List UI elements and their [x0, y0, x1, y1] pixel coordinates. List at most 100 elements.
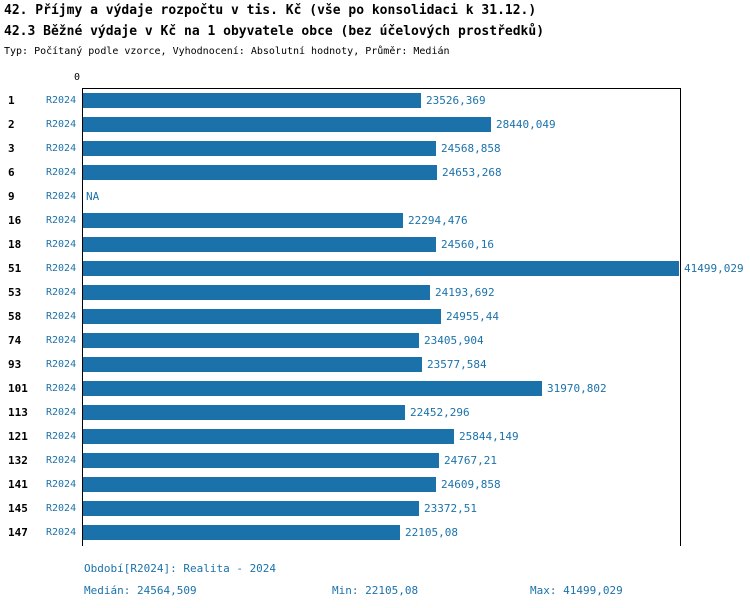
footer-period: Období[R2024]: Realita - 2024	[84, 562, 277, 575]
row-id-label: 3	[8, 142, 15, 155]
row-id-label: 1	[8, 94, 15, 107]
chart-row: 132 R2024 24767,21	[0, 449, 750, 473]
series-label: R2024	[46, 335, 77, 346]
series-label: R2024	[46, 95, 77, 106]
chart-row: 93 R2024 23577,584	[0, 353, 750, 377]
axis-zero-label: 0	[74, 72, 81, 83]
chart-row: 101 R2024 31970,802	[0, 377, 750, 401]
bar-value-label: 23405,904	[424, 334, 484, 347]
bar-value-label: 25844,149	[459, 430, 519, 443]
bar	[83, 525, 400, 540]
bar	[83, 141, 436, 156]
chart-row: 53 R2024 24193,692	[0, 281, 750, 305]
chart-row: 3 R2024 24568,858	[0, 137, 750, 161]
page-title-line1: 42. Příjmy a výdaje rozpočtu v tis. Kč (…	[4, 3, 537, 18]
axis-top-line	[82, 88, 681, 89]
bar-value-label: 23526,369	[426, 94, 486, 107]
row-id-label: 6	[8, 166, 15, 179]
chart-row: 141 R2024 24609,858	[0, 473, 750, 497]
bar-value-label: 23372,51	[424, 502, 477, 515]
bar	[83, 405, 405, 420]
row-id-label: 53	[8, 286, 22, 299]
bar	[83, 309, 441, 324]
series-label: R2024	[46, 359, 77, 370]
series-label: R2024	[46, 527, 77, 538]
row-id-label: 93	[8, 358, 22, 371]
bar-value-label: 23577,584	[427, 358, 487, 371]
footer-max: Max: 41499,029	[530, 584, 623, 597]
chart-row: 147 R2024 22105,08	[0, 521, 750, 545]
row-id-label: 16	[8, 214, 22, 227]
bar	[83, 165, 437, 180]
bar-value-label: 28440,049	[496, 118, 556, 131]
bar-value-label: 22105,08	[405, 526, 458, 539]
bar	[83, 333, 419, 348]
bar	[83, 213, 403, 228]
chart-row: 2 R2024 28440,049	[0, 113, 750, 137]
chart-row: 58 R2024 24955,44	[0, 305, 750, 329]
bar-value-label: NA	[86, 190, 100, 203]
bar-value-label: 24767,21	[444, 454, 497, 467]
bar-value-label: 24560,16	[441, 238, 494, 251]
series-label: R2024	[46, 167, 77, 178]
chart-row: 74 R2024 23405,904	[0, 329, 750, 353]
series-label: R2024	[46, 263, 77, 274]
chart-row: 18 R2024 24560,16	[0, 233, 750, 257]
row-id-label: 113	[8, 406, 28, 419]
series-label: R2024	[46, 191, 77, 202]
bar	[83, 501, 419, 516]
bar	[83, 429, 454, 444]
bar	[83, 93, 421, 108]
series-label: R2024	[46, 503, 77, 514]
page-title-line2: 42.3 Běžné výdaje v Kč na 1 obyvatele ob…	[4, 24, 545, 39]
series-label: R2024	[46, 479, 77, 490]
row-id-label: 141	[8, 478, 28, 491]
bar-value-label: 31970,802	[547, 382, 607, 395]
series-label: R2024	[46, 287, 77, 298]
bar	[83, 117, 491, 132]
chart-row: 51 R2024 41499,029	[0, 257, 750, 281]
row-id-label: 147	[8, 526, 28, 539]
bar	[83, 357, 422, 372]
footer-median: Medián: 24564,509	[84, 584, 197, 597]
chart-row: 6 R2024 24653,268	[0, 161, 750, 185]
chart-row: 145 R2024 23372,51	[0, 497, 750, 521]
series-label: R2024	[46, 383, 77, 394]
series-label: R2024	[46, 143, 77, 154]
bar-value-label: 24955,44	[446, 310, 499, 323]
series-label: R2024	[46, 431, 77, 442]
bar	[83, 477, 436, 492]
row-id-label: 121	[8, 430, 28, 443]
series-label: R2024	[46, 215, 77, 226]
chart-subtitle: Typ: Počítaný podle vzorce, Vyhodnocení:…	[4, 46, 450, 57]
row-id-label: 145	[8, 502, 28, 515]
row-id-label: 9	[8, 190, 15, 203]
series-label: R2024	[46, 239, 77, 250]
bar-value-label: 24609,858	[441, 478, 501, 491]
series-label: R2024	[46, 119, 77, 130]
chart-row: 113 R2024 22452,296	[0, 401, 750, 425]
bar-value-label: 24653,268	[442, 166, 502, 179]
chart-row: 16 R2024 22294,476	[0, 209, 750, 233]
row-id-label: 58	[8, 310, 22, 323]
axis-left-line	[82, 88, 83, 546]
bar-value-label: 22294,476	[408, 214, 468, 227]
bar-value-label: 24568,858	[441, 142, 501, 155]
row-id-label: 2	[8, 118, 15, 131]
series-label: R2024	[46, 407, 77, 418]
chart-rows: 1 R2024 23526,369 2 R2024 28440,049 3 R2024 2456…	[0, 89, 750, 545]
row-id-label: 101	[8, 382, 28, 395]
bar	[83, 285, 430, 300]
bar	[83, 237, 436, 252]
bar	[83, 453, 439, 468]
bar-value-label: 22452,296	[410, 406, 470, 419]
bar	[83, 381, 542, 396]
chart-row: 1 R2024 23526,369	[0, 89, 750, 113]
axis-right-line	[680, 88, 681, 546]
series-label: R2024	[46, 311, 77, 322]
row-id-label: 74	[8, 334, 22, 347]
row-id-label: 51	[8, 262, 22, 275]
chart-row: 121 R2024 25844,149	[0, 425, 750, 449]
series-label: R2024	[46, 455, 77, 466]
